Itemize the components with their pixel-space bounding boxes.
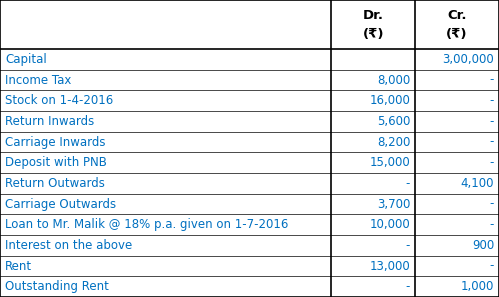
Text: -: - xyxy=(490,260,494,273)
Text: -: - xyxy=(490,218,494,231)
Text: Income Tax: Income Tax xyxy=(5,73,71,86)
Text: Outstanding Rent: Outstanding Rent xyxy=(5,280,109,293)
Text: 3,700: 3,700 xyxy=(377,198,410,211)
Text: 8,000: 8,000 xyxy=(377,73,410,86)
Text: 15,000: 15,000 xyxy=(369,156,410,169)
Text: 1,000: 1,000 xyxy=(461,280,494,293)
Text: -: - xyxy=(490,73,494,86)
Text: 10,000: 10,000 xyxy=(369,218,410,231)
Text: Carriage Inwards: Carriage Inwards xyxy=(5,135,105,148)
Text: Return Inwards: Return Inwards xyxy=(5,115,94,128)
Text: Stock on 1-4-2016: Stock on 1-4-2016 xyxy=(5,94,113,107)
Text: Rent: Rent xyxy=(5,260,32,273)
Text: Return Outwards: Return Outwards xyxy=(5,177,105,190)
Text: -: - xyxy=(490,135,494,148)
Text: Deposit with PNB: Deposit with PNB xyxy=(5,156,107,169)
Text: Interest on the above: Interest on the above xyxy=(5,239,132,252)
Text: Loan to Mr. Malik @ 18% p.a. given on 1-7-2016: Loan to Mr. Malik @ 18% p.a. given on 1-… xyxy=(5,218,288,231)
Text: Dr.
(₹): Dr. (₹) xyxy=(362,9,384,40)
Text: -: - xyxy=(406,280,410,293)
Text: Capital: Capital xyxy=(5,53,47,66)
Text: -: - xyxy=(490,94,494,107)
Text: 3,00,000: 3,00,000 xyxy=(442,53,494,66)
Text: -: - xyxy=(490,156,494,169)
Text: -: - xyxy=(406,239,410,252)
Text: 8,200: 8,200 xyxy=(377,135,410,148)
Text: -: - xyxy=(406,177,410,190)
Text: 900: 900 xyxy=(472,239,494,252)
Text: -: - xyxy=(490,198,494,211)
Text: 16,000: 16,000 xyxy=(369,94,410,107)
Text: Cr.
(₹): Cr. (₹) xyxy=(446,9,468,40)
Text: 4,100: 4,100 xyxy=(461,177,494,190)
Text: Carriage Outwards: Carriage Outwards xyxy=(5,198,116,211)
Text: 13,000: 13,000 xyxy=(369,260,410,273)
Text: 5,600: 5,600 xyxy=(377,115,410,128)
Text: -: - xyxy=(490,115,494,128)
